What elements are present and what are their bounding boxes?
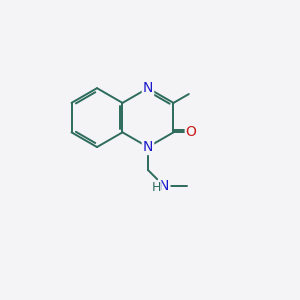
Text: N: N	[159, 179, 169, 193]
Text: N: N	[143, 81, 153, 95]
Text: H: H	[151, 181, 161, 194]
Text: O: O	[186, 125, 196, 139]
Text: N: N	[143, 140, 153, 154]
